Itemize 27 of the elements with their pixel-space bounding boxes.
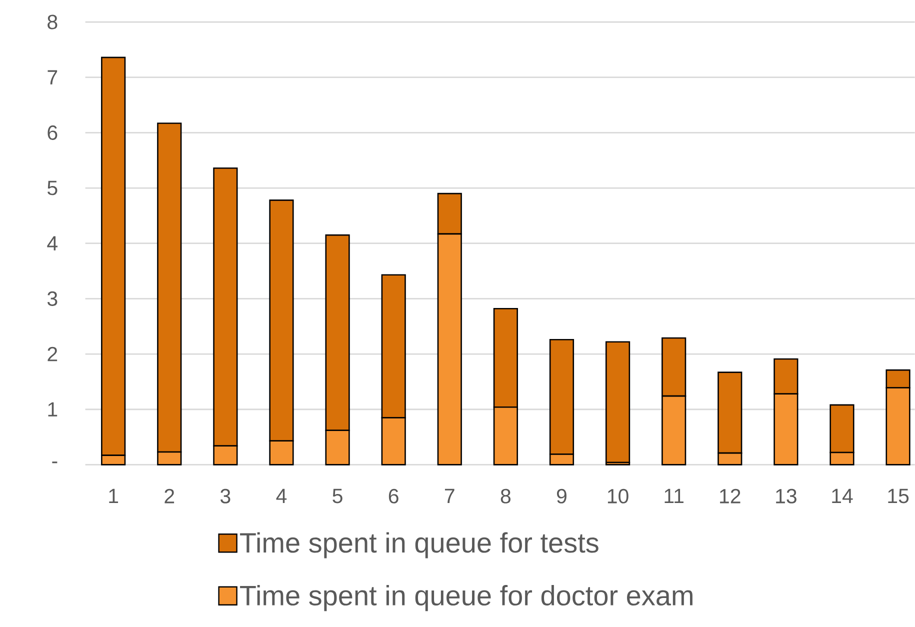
x-tick-label: 7 — [444, 488, 454, 504]
legend-label: Time spent in queue for doctor exam — [240, 585, 692, 612]
x-tick-label: 8 — [500, 488, 510, 504]
x-tick-label: 4 — [276, 488, 287, 504]
y-tick-label: 7 — [48, 70, 58, 84]
y-tick-label: 2 — [48, 346, 58, 362]
y-tick-label: 6 — [48, 125, 58, 140]
x-tick-label: 12 — [720, 488, 740, 504]
x-tick-label: 10 — [608, 488, 628, 504]
y-tick-label: 1 — [48, 402, 58, 416]
x-tick-label: 1 — [109, 488, 118, 504]
y-tick-label: 8 — [48, 14, 58, 30]
x-tick-label: 3 — [220, 488, 230, 504]
x-tick-label: 13 — [776, 488, 796, 504]
x-tick-label: 15 — [888, 488, 909, 504]
y-tick-label: 5 — [48, 180, 58, 196]
x-tick-label: 11 — [664, 488, 684, 504]
x-tick-label: 6 — [388, 488, 398, 504]
y-tick-label: - — [52, 462, 58, 464]
x-tick-label: 9 — [556, 488, 566, 504]
x-tick-label: 14 — [832, 488, 853, 504]
x-tick-label: 5 — [332, 488, 342, 504]
x-tick-label: 2 — [164, 488, 174, 504]
bar — [605, 341, 630, 464]
y-tick-label: 4 — [47, 236, 58, 250]
legend-label: Time spent in queue for tests — [240, 532, 598, 558]
y-tick-label: 3 — [47, 291, 58, 306]
